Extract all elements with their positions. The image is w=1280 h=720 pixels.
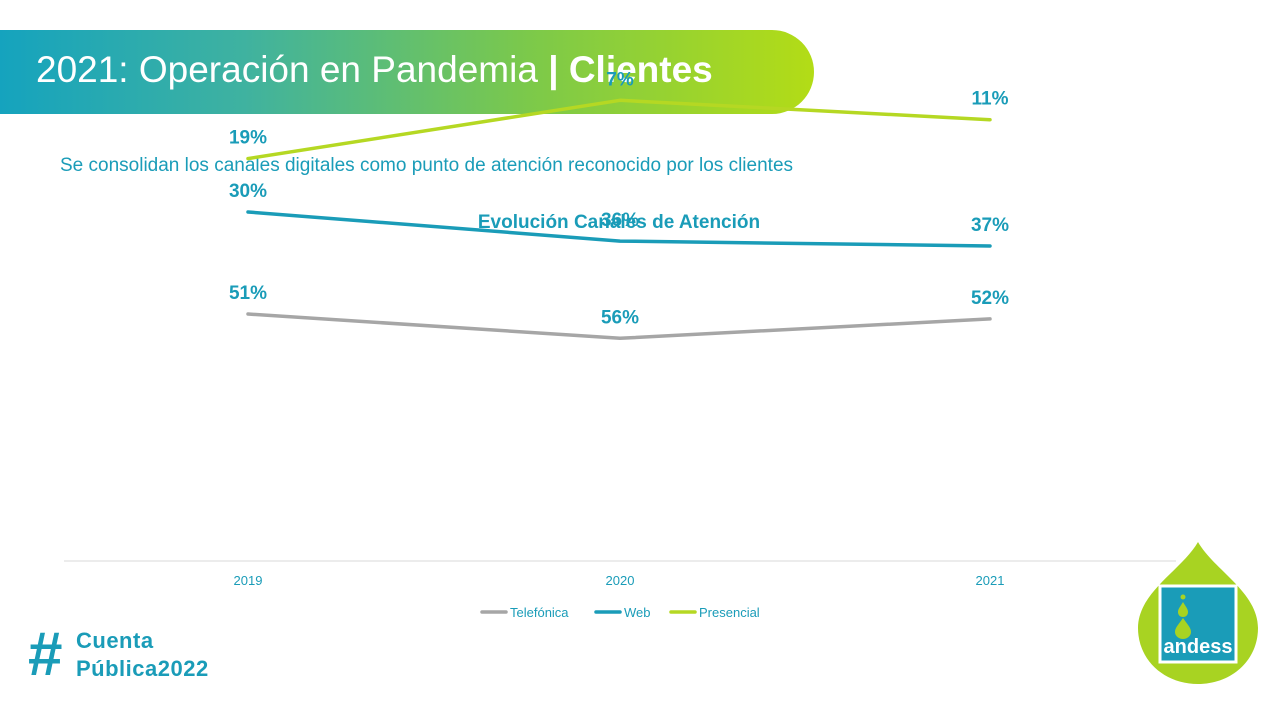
brand-line-2: Pública2022 <box>76 656 209 681</box>
hashtag-icon: # <box>28 620 63 689</box>
brand-line-1: Cuenta <box>76 628 154 653</box>
data-label: 7% <box>606 69 634 90</box>
x-tick-label: 2021 <box>976 573 1005 588</box>
data-label: 51% <box>229 283 267 304</box>
cuenta-publica-tag: # Cuenta Pública2022 <box>28 624 258 688</box>
data-label: 52% <box>971 288 1009 309</box>
legend-label: Presencial <box>699 605 760 620</box>
data-label: 19% <box>229 128 267 149</box>
title-main: 2021: Operación en Pandemia <box>36 49 549 90</box>
legend-label: Telefónica <box>510 605 569 620</box>
header-banner <box>0 30 814 114</box>
chart-title: Evolución Canales de Atención <box>478 212 760 233</box>
series-line-web <box>246 210 992 248</box>
logo-text: andess <box>1163 636 1233 658</box>
data-label: 56% <box>601 307 639 328</box>
slide-subtitle: Se consolidan los canales digitales como… <box>60 155 794 176</box>
x-tick-label: 2020 <box>606 573 635 588</box>
water-drop-logo-icon <box>1138 542 1258 684</box>
legend-label: Web <box>624 605 651 620</box>
data-label: 37% <box>971 215 1009 236</box>
title-separator: | <box>548 49 569 90</box>
series-line-telefónica <box>246 312 992 341</box>
x-tick-label: 2019 <box>234 573 263 588</box>
title-section: Clientes <box>568 49 713 90</box>
data-label: 30% <box>229 181 267 202</box>
page-title: 2021: Operación en Pandemia | Clientes <box>36 47 713 93</box>
data-label: 11% <box>972 89 1009 110</box>
data-label: 36% <box>601 210 639 231</box>
series-line-presencial <box>246 98 992 161</box>
